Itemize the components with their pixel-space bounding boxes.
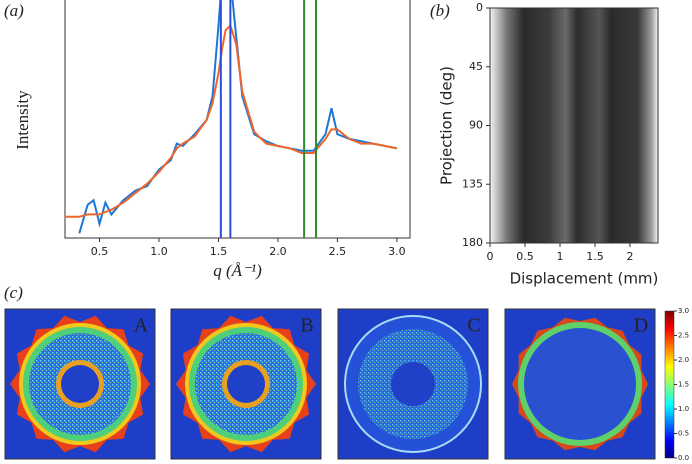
ring-core xyxy=(524,328,636,440)
x-tick-label: 3.0 xyxy=(388,245,406,258)
sinogram xyxy=(490,8,658,243)
x-tick-label: 1.0 xyxy=(150,245,168,258)
x-axis-label: Displacement (mm) xyxy=(510,270,659,288)
hole xyxy=(61,365,99,403)
x-tick-label: 1.5 xyxy=(586,250,604,263)
x-tick-label: 0.5 xyxy=(91,245,109,258)
heatmap-panel xyxy=(4,308,156,460)
panel-letter: C xyxy=(467,315,480,337)
panel-letter: B xyxy=(300,315,313,337)
y-axis-label: Intensity xyxy=(13,90,32,150)
x-tick-label: 0 xyxy=(487,250,494,263)
y-tick-label: 180 xyxy=(462,236,483,249)
y-tick-label: 135 xyxy=(462,177,483,190)
x-tick-label: 2 xyxy=(627,250,634,263)
heatmap-panel xyxy=(170,308,322,460)
colorbar xyxy=(664,310,675,459)
x-tick-label: 2.0 xyxy=(269,245,287,258)
y-axis-label: Projection (deg) xyxy=(438,66,456,185)
panel-label: (c) xyxy=(4,283,23,302)
x-tick-label: 2.5 xyxy=(329,245,347,258)
panel-letter: D xyxy=(634,315,648,337)
panel-label: (b) xyxy=(430,1,450,20)
x-tick-label: 0.5 xyxy=(516,250,534,263)
colorbar-tick-label: 0.0 xyxy=(678,454,689,462)
hole xyxy=(227,365,265,403)
panel-letter: A xyxy=(134,315,149,337)
panel-label: (a) xyxy=(4,1,24,20)
colorbar-tick-label: 1.0 xyxy=(678,405,689,413)
plot-frame xyxy=(64,0,411,239)
x-tick-label: 1 xyxy=(557,250,564,263)
y-tick-label: 90 xyxy=(469,119,483,132)
hole xyxy=(391,362,435,406)
heatmap-panel xyxy=(504,308,656,460)
series-line xyxy=(78,0,398,234)
colorbar-tick-label: 2.0 xyxy=(678,356,689,364)
x-tick-label: 1.5 xyxy=(210,245,228,258)
y-tick-label: 0 xyxy=(476,1,483,14)
colorbar-tick-label: 0.5 xyxy=(678,430,689,438)
colorbar-tick-label: 2.5 xyxy=(678,332,689,340)
y-tick-label: 45 xyxy=(469,60,483,73)
x-axis-label: q (Å⁻¹) xyxy=(213,261,262,280)
colorbar-tick-label: 1.5 xyxy=(678,381,689,389)
heatmap-panel xyxy=(337,308,489,460)
colorbar-tick-label: 3.0 xyxy=(678,307,689,315)
